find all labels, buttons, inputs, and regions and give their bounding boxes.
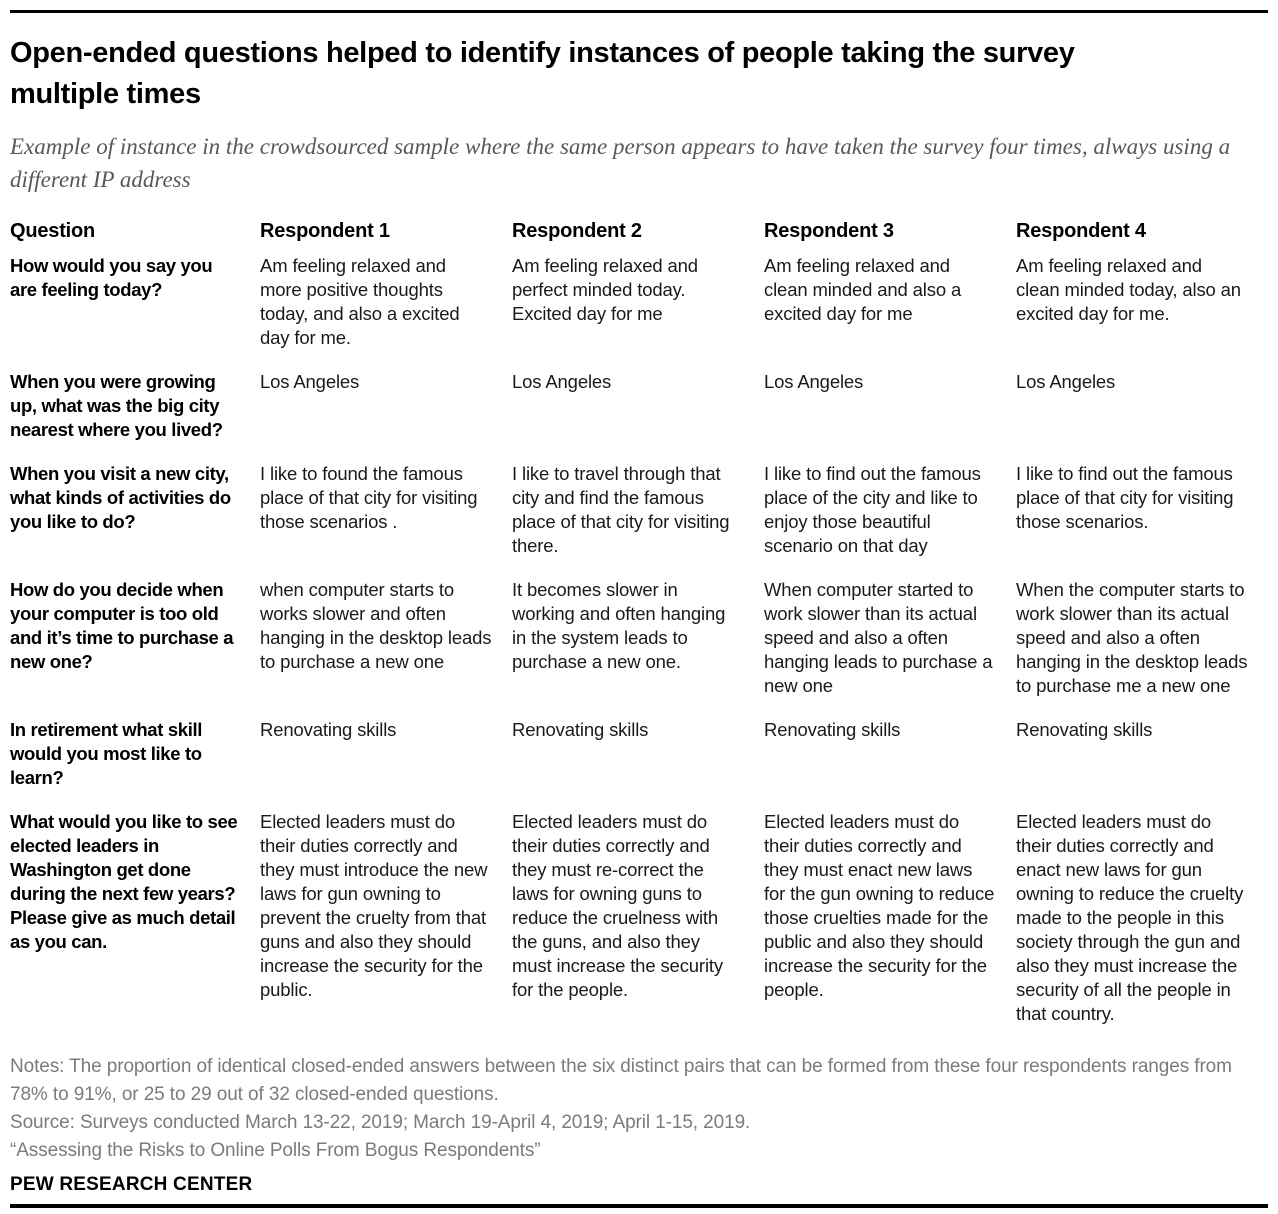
answer-cell-respondent-1: Renovating skills	[260, 719, 397, 740]
answer-cell-respondent-1: Am feeling relaxed and more positive tho…	[260, 255, 460, 348]
answer-cell-respondent-1: I like to found the famous place of that…	[260, 463, 478, 532]
question-cell: When you visit a new city, what kinds of…	[10, 463, 231, 532]
bottom-rule	[10, 1204, 1268, 1208]
answer-cell-respondent-1: Los Angeles	[260, 371, 360, 392]
answer-cell-respondent-3: I like to find out the famous place of t…	[764, 463, 981, 556]
table-row: When you were growing up, what was the b…	[10, 363, 1268, 455]
table-body: How would you say you are feeling today?…	[10, 247, 1268, 1039]
answer-cell-respondent-2: It becomes slower in working and often h…	[512, 579, 726, 672]
answer-cell-respondent-3: Am feeling relaxed and clean minded and …	[764, 255, 962, 324]
top-rule	[10, 10, 1268, 13]
column-header-respondent-4: Respondent 4	[1016, 220, 1146, 242]
answer-cell-respondent-3: When computer started to work slower tha…	[764, 579, 993, 696]
answer-cell-respondent-3: Elected leaders must do their duties cor…	[764, 811, 995, 1000]
table-row: What would you like to see elected leade…	[10, 803, 1268, 1039]
page-subtitle: Example of instance in the crowdsourced …	[10, 134, 1231, 192]
responses-table: Question Respondent 1 Respondent 2 Responde…	[10, 220, 1268, 1039]
question-cell: How do you decide when your computer is …	[10, 579, 234, 672]
question-cell: In retirement what skill would you most …	[10, 719, 203, 788]
answer-cell-respondent-2: Renovating skills	[512, 719, 649, 740]
column-header-question: Question	[10, 220, 96, 242]
brand-label: PEW RESEARCH CENTER	[10, 1174, 253, 1195]
column-header-respondent-1: Respondent 1	[260, 220, 390, 242]
answer-cell-respondent-2: Am feeling relaxed and perfect minded to…	[512, 255, 698, 324]
report-title-text: “Assessing the Risks to Online Polls Fro…	[10, 1140, 541, 1161]
answer-cell-respondent-2: Los Angeles	[512, 371, 612, 392]
answer-cell-respondent-4: I like to find out the famous place of t…	[1016, 463, 1234, 532]
answer-cell-respondent-3: Renovating skills	[764, 719, 901, 740]
answer-cell-respondent-4: Elected leaders must do their duties cor…	[1016, 811, 1244, 1024]
table-header-row: Question Respondent 1 Respondent 2 Responde…	[10, 220, 1268, 247]
table-row: When you visit a new city, what kinds of…	[10, 455, 1268, 571]
table-row: In retirement what skill would you most …	[10, 711, 1268, 803]
table-row: How would you say you are feeling today?…	[10, 247, 1268, 363]
question-cell: What would you like to see elected leade…	[10, 811, 238, 952]
answer-cell-respondent-2: Elected leaders must do their duties cor…	[512, 811, 723, 1000]
answer-cell-respondent-4: When the computer starts to work slower …	[1016, 579, 1248, 696]
table-row: How do you decide when your computer is …	[10, 571, 1268, 711]
column-header-respondent-2: Respondent 2	[512, 220, 642, 242]
answer-cell-respondent-4: Renovating skills	[1016, 719, 1153, 740]
source-text: Source: Surveys conducted March 13-22, 2…	[10, 1112, 751, 1133]
answer-cell-respondent-3: Los Angeles	[764, 371, 864, 392]
answer-cell-respondent-2: I like to travel through that city and f…	[512, 463, 730, 556]
answer-cell-respondent-4: Los Angeles	[1016, 371, 1116, 392]
question-cell: When you were growing up, what was the b…	[10, 371, 223, 440]
page-title: Open-ended questions helped to identify …	[10, 37, 1075, 110]
answer-cell-respondent-1: when computer starts to works slower and…	[260, 579, 492, 672]
answer-cell-respondent-4: Am feeling relaxed and clean minded toda…	[1016, 255, 1241, 324]
notes-text: Notes: The proportion of identical close…	[10, 1056, 1232, 1105]
answer-cell-respondent-1: Elected leaders must do their duties cor…	[260, 811, 488, 1000]
column-header-respondent-3: Respondent 3	[764, 220, 894, 242]
question-cell: How would you say you are feeling today?	[10, 255, 213, 300]
